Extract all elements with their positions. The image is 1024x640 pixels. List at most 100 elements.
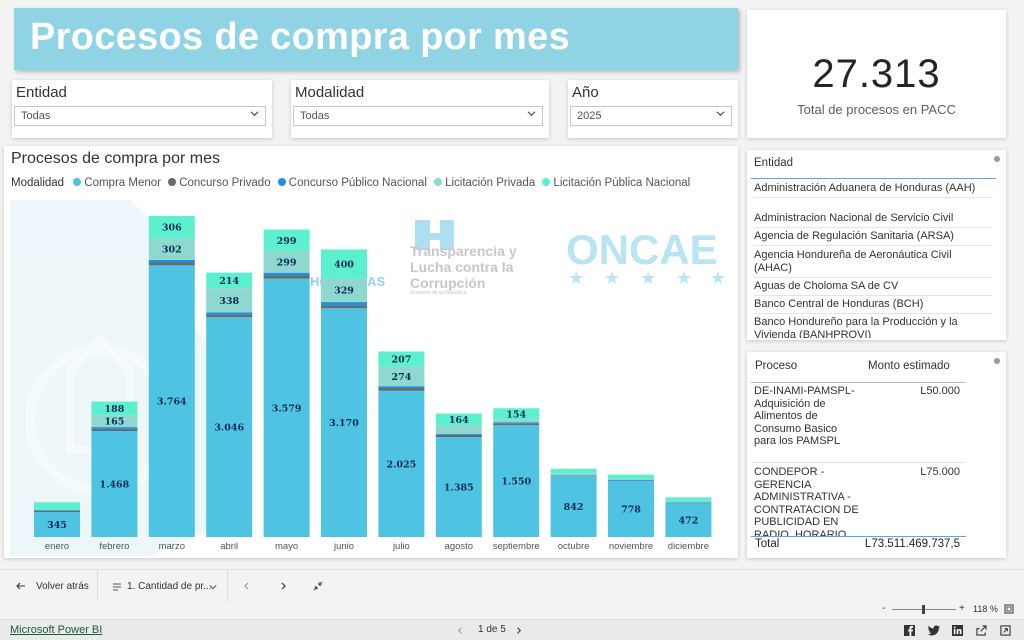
bar-segment[interactable] (263, 275, 310, 279)
bar-segment[interactable] (378, 366, 425, 387)
bar-segment[interactable] (608, 474, 654, 479)
legend-item[interactable]: Compra Menor (73, 177, 161, 189)
data-label: 3.046 (214, 423, 244, 434)
bar-segment[interactable] (665, 500, 712, 503)
bar-segment[interactable] (206, 288, 253, 313)
bar-segment[interactable] (550, 468, 597, 474)
bar-segment[interactable] (34, 511, 80, 513)
fit-to-page-icon[interactable] (1004, 604, 1014, 614)
bar-segment[interactable] (321, 305, 367, 309)
legend-item[interactable]: Licitación Privada (434, 177, 535, 189)
column-header-monto[interactable]: Monto estimado (868, 360, 950, 372)
scrollbar-thumb[interactable] (994, 358, 1000, 364)
column-header-proceso[interactable]: Proceso (755, 360, 798, 372)
bar-segment[interactable] (263, 272, 310, 276)
bar-segment[interactable] (148, 238, 195, 260)
bar-segment[interactable] (493, 408, 540, 420)
bar-segment[interactable] (378, 390, 425, 537)
bar-segment[interactable] (435, 413, 482, 426)
entity-item[interactable]: Banco Hondureño para la Producción y la … (754, 316, 958, 338)
legend-item[interactable]: Concurso Privado (168, 177, 271, 189)
prev-page-icon[interactable] (242, 581, 252, 591)
bar-segment[interactable] (148, 259, 195, 263)
title-banner: Procesos de compra por mes (14, 8, 738, 70)
bar-segment[interactable] (321, 308, 367, 537)
entidad-dropdown[interactable]: Todas (14, 106, 266, 126)
bar-segment[interactable] (493, 423, 540, 426)
bar-segment[interactable] (493, 425, 540, 537)
bar-segment[interactable] (493, 419, 540, 423)
legend-item[interactable]: Concurso Público Nacional (277, 177, 427, 189)
bar-segment[interactable] (665, 502, 712, 503)
bar-segment[interactable] (34, 509, 80, 511)
bar-segment[interactable] (550, 475, 597, 476)
bar-segment[interactable] (263, 278, 310, 537)
bar-segment[interactable] (91, 428, 138, 432)
bar-segment[interactable] (665, 502, 712, 504)
bar-segment[interactable] (321, 302, 367, 306)
bar-segment[interactable] (148, 216, 195, 239)
zoom-in-button[interactable]: + (959, 603, 965, 614)
bar-segment[interactable] (206, 272, 253, 289)
bar-segment[interactable] (378, 387, 425, 391)
entity-item[interactable]: Administración Aduanera de Honduras (AAH… (754, 182, 992, 198)
share-icon[interactable] (976, 625, 987, 636)
facebook-icon[interactable] (904, 625, 915, 636)
bar-segment[interactable] (608, 480, 654, 537)
bar-segment[interactable] (665, 502, 712, 537)
bar-segment[interactable] (148, 262, 195, 266)
x-axis: enero febrero marzo abril mayo junio julio agos… (45, 541, 709, 552)
bar-segment[interactable] (550, 476, 597, 537)
prev-page-icon[interactable] (456, 626, 465, 635)
bar-segment[interactable] (608, 480, 654, 481)
entity-item[interactable]: Banco Central de Honduras (BCH) (754, 298, 992, 314)
bar-segment[interactable] (34, 512, 80, 537)
next-page-icon[interactable] (278, 581, 288, 591)
anio-dropdown[interactable]: 2025 (570, 106, 732, 126)
bar-segment[interactable] (550, 475, 597, 477)
entity-item[interactable]: Administracion Nacional de Servicio Civi… (754, 212, 992, 228)
linkedin-icon[interactable] (952, 625, 963, 636)
collapse-icon[interactable] (313, 581, 323, 591)
fullscreen-icon[interactable] (1000, 625, 1011, 636)
entity-item[interactable]: Agencia de Regulación Sanitaria (ARSA) (754, 230, 992, 246)
bar-segment[interactable] (34, 502, 80, 510)
zoom-slider-thumb[interactable] (922, 605, 925, 614)
bar-segment[interactable] (34, 510, 80, 512)
bar-segment[interactable] (665, 497, 712, 501)
entity-item[interactable]: Aguas de Choloma SA de CV (754, 280, 992, 296)
bar-segment[interactable] (91, 401, 138, 416)
next-page-icon[interactable] (514, 626, 523, 635)
bar-segment[interactable] (148, 265, 195, 537)
bar-segment[interactable] (91, 415, 138, 428)
legend-item[interactable]: Licitación Pública Nacional (542, 177, 690, 189)
bar-segment[interactable] (263, 251, 310, 273)
bar-segment[interactable] (435, 434, 482, 438)
scrollbar-thumb[interactable] (994, 156, 1000, 162)
bar-segment[interactable] (435, 425, 482, 435)
bar-segment[interactable] (493, 422, 540, 424)
bar-segment[interactable] (550, 473, 597, 476)
page-selector[interactable]: 1. Cantidad de pr... (110, 578, 222, 596)
zoom-out-button[interactable]: - (882, 603, 886, 614)
bar-segment[interactable] (321, 249, 367, 279)
bar-segment[interactable] (263, 229, 310, 252)
bar-segment[interactable] (321, 278, 367, 303)
bar-segment[interactable] (435, 434, 482, 435)
bar-segment[interactable] (608, 480, 654, 481)
bar-segment[interactable] (435, 437, 482, 537)
bar-segment[interactable] (608, 478, 654, 481)
bar-segment[interactable] (206, 317, 253, 537)
powerbi-link[interactable]: Microsoft Power BI (10, 624, 103, 636)
legend-dot (277, 178, 286, 186)
bar-segment[interactable] (206, 312, 253, 315)
bar-segment[interactable] (91, 431, 138, 537)
entity-item[interactable]: Agencia Hondureña de Aeronáutica Civil (… (754, 249, 992, 278)
twitter-icon[interactable] (928, 625, 940, 636)
bar-segment[interactable] (378, 351, 425, 367)
back-button[interactable]: Volver atrás (14, 578, 96, 596)
bar-segment[interactable] (206, 314, 253, 318)
modalidad-dropdown[interactable]: Todas (293, 106, 543, 126)
bar-segment[interactable] (378, 386, 425, 388)
bar-segment[interactable] (91, 427, 138, 429)
